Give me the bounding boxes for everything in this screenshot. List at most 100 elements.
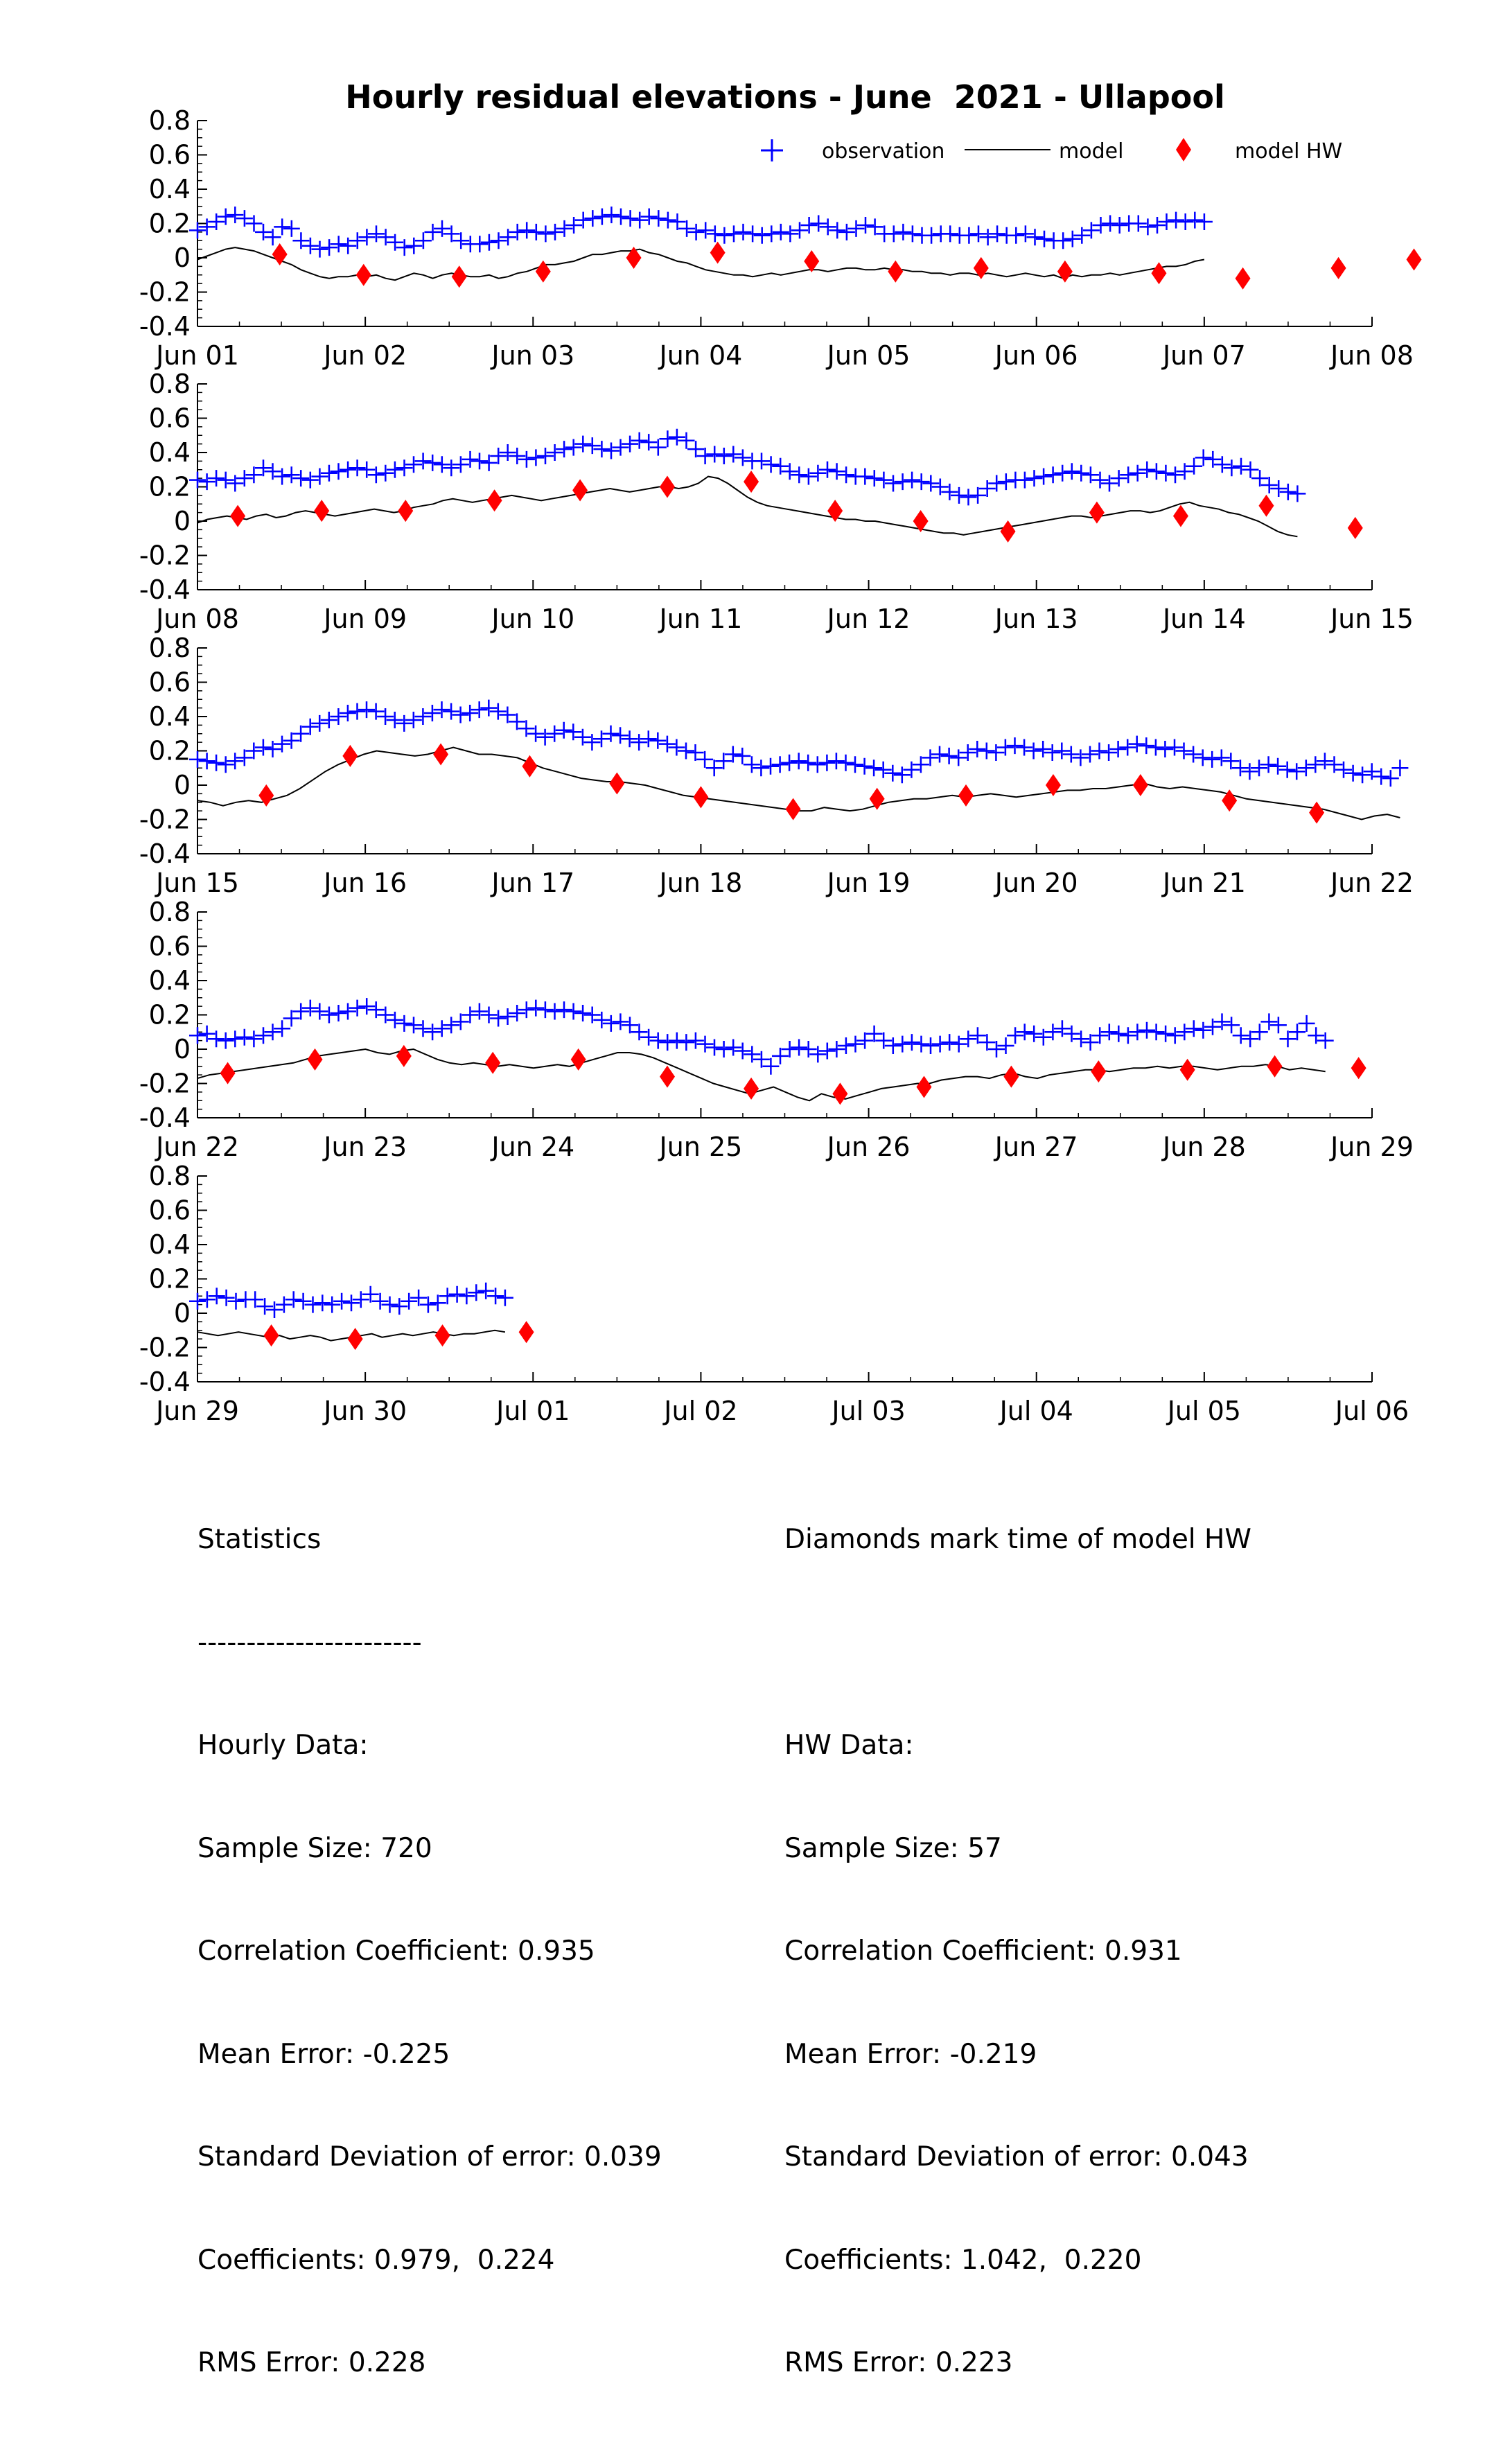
y-tick-label: 0.6 xyxy=(149,931,191,962)
observation-point xyxy=(866,218,884,236)
model-line xyxy=(197,475,1298,538)
observation-point xyxy=(931,478,949,495)
observation-point xyxy=(903,1034,920,1051)
model-hw-diamond xyxy=(804,249,820,272)
observation-point xyxy=(518,450,535,468)
observation-point xyxy=(285,1291,302,1308)
observation-point xyxy=(893,766,911,784)
observation-point xyxy=(1128,735,1145,753)
x-tick-label: Jun 14 xyxy=(1161,604,1246,634)
observation-point xyxy=(274,218,291,236)
observation-point xyxy=(1279,1030,1296,1048)
observation-point xyxy=(283,466,300,484)
observation-point xyxy=(227,1030,244,1048)
observation-point xyxy=(687,223,705,240)
legend-observation-marker xyxy=(761,139,783,161)
observation-point xyxy=(330,708,347,725)
observation-point xyxy=(414,708,432,725)
y-tick-label: 0.2 xyxy=(149,1264,191,1294)
observation-point xyxy=(837,1037,854,1054)
observation-point xyxy=(1194,749,1211,766)
x-tick-label: Jul 03 xyxy=(830,1396,905,1426)
observation-point xyxy=(1298,1015,1315,1032)
observation-point xyxy=(499,706,516,723)
observation-point xyxy=(734,449,751,466)
observation-point xyxy=(1120,466,1137,484)
observation-point xyxy=(471,1003,488,1020)
observation-point xyxy=(1231,760,1249,777)
observation-point xyxy=(1278,761,1296,778)
observation-point xyxy=(612,1013,629,1030)
observation-point xyxy=(189,222,206,239)
observation-point xyxy=(696,750,714,768)
observation-point xyxy=(255,223,272,240)
observation-point xyxy=(405,456,422,473)
observation-point xyxy=(574,1005,592,1021)
model-hw-diamond xyxy=(572,479,588,502)
observation-point xyxy=(913,1035,930,1053)
x-tick-label: Jun 23 xyxy=(322,1132,407,1162)
observation-point xyxy=(1176,463,1193,480)
observation-point xyxy=(1101,475,1118,492)
observation-point xyxy=(649,1032,667,1049)
y-tick-label: 0.4 xyxy=(149,701,191,732)
observation-point xyxy=(311,714,328,732)
observation-point xyxy=(838,466,855,484)
x-tick-label: Jun 16 xyxy=(322,868,407,898)
hw-sample-size: Sample Size: 57 xyxy=(784,1832,1002,1864)
observation-point xyxy=(1026,470,1043,487)
observation-point xyxy=(264,229,281,246)
observation-point xyxy=(311,240,328,258)
observation-point xyxy=(942,225,959,243)
x-tick-label: Jun 10 xyxy=(490,604,574,634)
observation-point xyxy=(621,730,638,748)
observation-point xyxy=(227,1292,245,1310)
observation-point xyxy=(283,220,300,237)
observation-point xyxy=(659,430,676,448)
observation-point xyxy=(781,1041,798,1057)
observation-point xyxy=(352,1291,369,1308)
observation-point xyxy=(1382,770,1399,787)
observation-point xyxy=(706,1039,723,1056)
observation-point xyxy=(320,712,337,728)
observation-point xyxy=(837,754,854,771)
observation-point xyxy=(912,756,929,773)
y-tick-label: 0 xyxy=(174,1298,191,1328)
hw-data-label: HW Data: xyxy=(784,1730,914,1761)
observation-point xyxy=(443,225,460,243)
observation-point xyxy=(838,223,855,240)
observation-point xyxy=(490,448,507,464)
observation-point xyxy=(959,744,976,761)
observation-point xyxy=(1109,741,1127,757)
observation-point xyxy=(1195,213,1213,230)
observation-point xyxy=(320,464,337,482)
observation-point xyxy=(452,706,469,723)
observation-point xyxy=(791,1039,808,1056)
observation-point xyxy=(509,448,526,464)
observation-point xyxy=(1354,766,1371,784)
observation-point xyxy=(1053,742,1071,760)
observation-point xyxy=(208,754,225,771)
observation-point xyxy=(922,475,940,492)
observation-point xyxy=(1335,761,1352,778)
observation-point xyxy=(247,1291,264,1308)
observation-point xyxy=(424,1024,441,1041)
observation-point xyxy=(433,456,450,473)
observation-point xyxy=(471,701,488,719)
observation-point xyxy=(547,223,563,240)
observation-point xyxy=(1063,463,1080,480)
observation-point xyxy=(904,471,921,489)
observation-point xyxy=(1147,739,1164,756)
y-tick-label: -0.2 xyxy=(139,277,191,308)
model-hw-diamond xyxy=(314,500,330,523)
observation-point xyxy=(1167,466,1184,484)
observation-point xyxy=(401,1292,418,1310)
observation-point xyxy=(631,432,648,449)
observation-point xyxy=(1288,763,1306,780)
x-tick-label: Jun 09 xyxy=(322,604,407,634)
model-hw-diamond xyxy=(973,256,989,279)
observation-point xyxy=(320,1006,337,1024)
observation-point xyxy=(997,473,1014,491)
